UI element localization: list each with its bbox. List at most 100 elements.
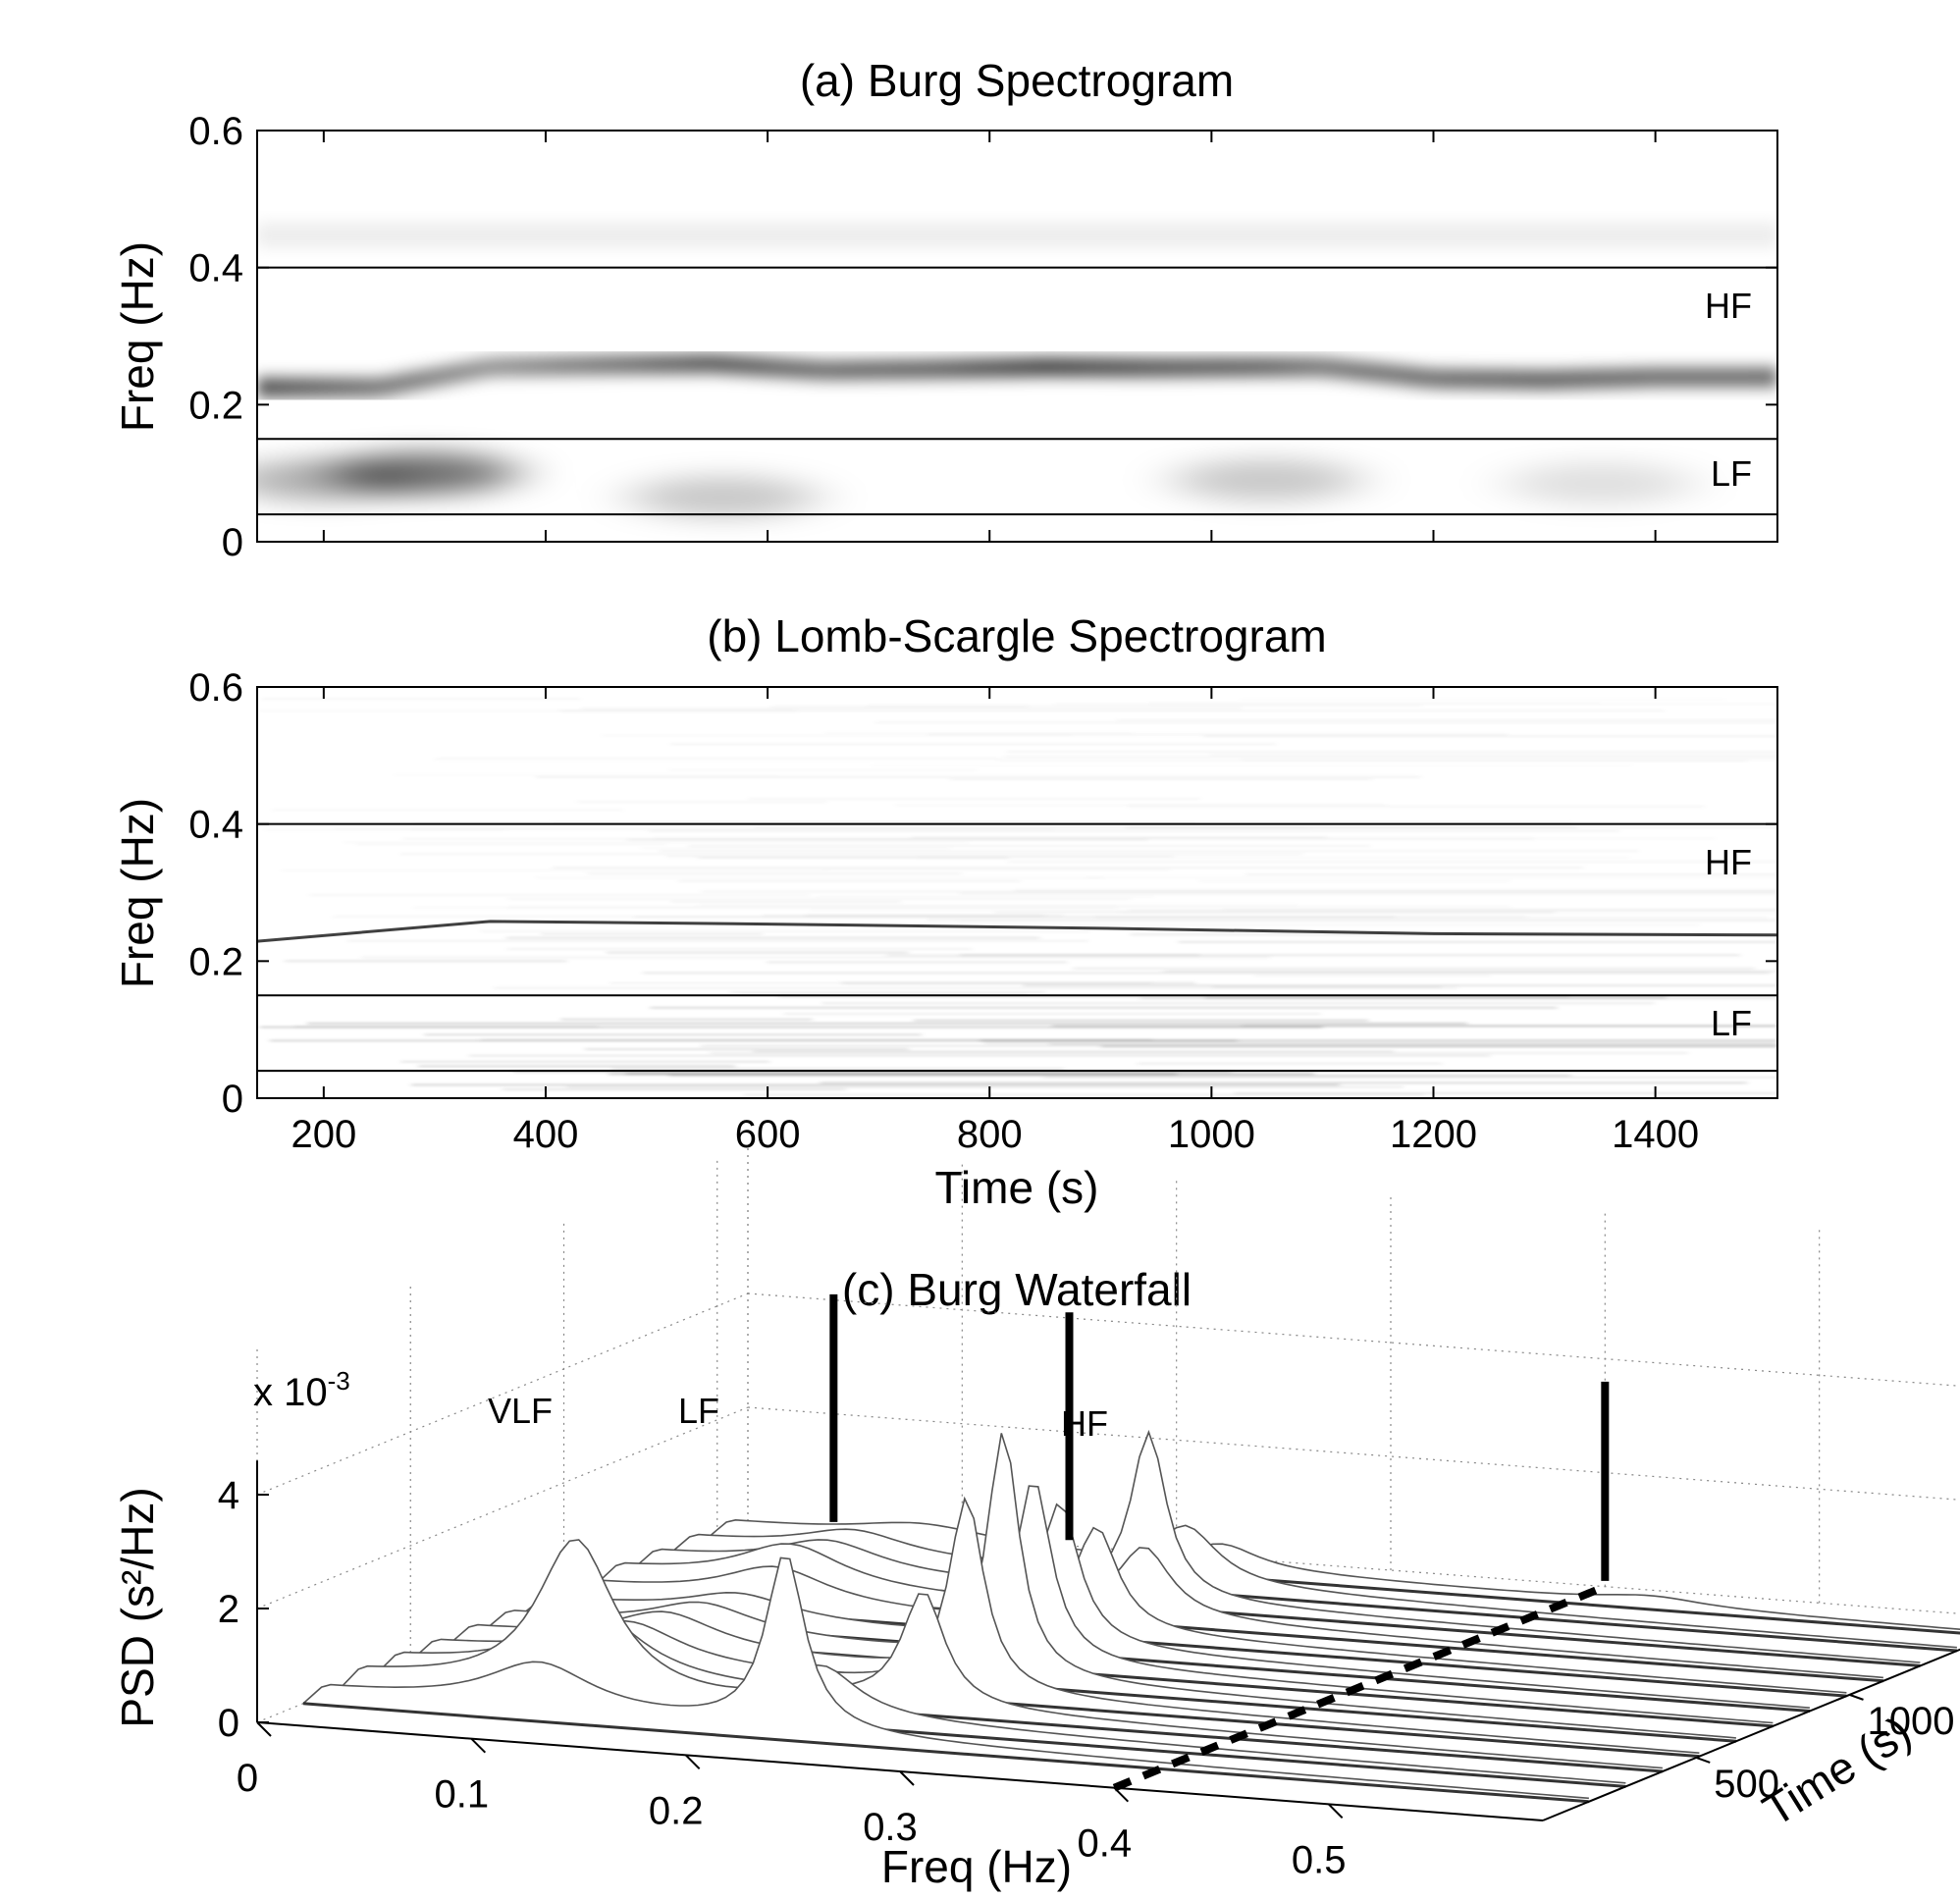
ridge-segment	[1362, 362, 1379, 382]
freq-tick-mark	[1113, 1786, 1130, 1803]
panel-a-band-lines	[257, 266, 1777, 516]
y-tick-label: 0.2	[188, 384, 243, 427]
panel-c-y-label: PSD (s²/Hz)	[112, 1487, 163, 1727]
panel-c-burg-waterfall: (c) Burg Waterfall 0 0.1 0.2 0.3 0.4 0.5 0 2 4 50…	[112, 1145, 1960, 1892]
hf-ridge	[257, 354, 1777, 396]
panel-c-axes: 00.10.20.30.40.502450010001500	[218, 1460, 1960, 1881]
y-tick-label: 0.2	[188, 940, 243, 983]
band-label-hf: HF	[1705, 842, 1752, 882]
ridge-segment	[1404, 366, 1421, 387]
panel-b-spectrogram-image	[257, 698, 1777, 1096]
panel-c-band-labels: VLF LF HF	[488, 1391, 1108, 1444]
panel-c-band-markers	[829, 1293, 1610, 1792]
ridge-segment	[739, 356, 755, 376]
ls-hf-ridge	[257, 920, 1777, 943]
time-tick-mark	[1695, 1756, 1711, 1764]
waterfall-spectrum-line	[670, 1524, 1957, 1649]
waterfall-spectrum-line	[412, 1496, 1700, 1754]
waterfall-spectrum-line	[486, 1485, 1774, 1724]
ridge-segment	[404, 371, 423, 392]
faint-band-strip	[257, 223, 1777, 247]
panel-a-axes-box	[256, 130, 1778, 543]
back-wall-grid-line	[747, 1292, 1960, 1387]
y-tick-label: 0.6	[188, 666, 243, 710]
panel-c-x-label: Freq (Hz)	[881, 1841, 1072, 1892]
freq-tick-label: 0.5	[1292, 1838, 1347, 1881]
waterfall-spectrum-line	[302, 1556, 1589, 1800]
lf-blob	[629, 475, 817, 519]
ridge-segment	[780, 358, 796, 378]
ridge-segment	[725, 355, 741, 375]
ridge-segment	[460, 360, 478, 382]
psd-tick-label: 0	[218, 1702, 239, 1745]
x-tick-label: 1000	[1168, 1113, 1255, 1156]
freq-tick-mark	[1327, 1803, 1344, 1820]
freq-tick-mark	[899, 1770, 915, 1786]
y-tick-label: 0.6	[188, 110, 243, 153]
time-tick-label: 500	[1714, 1763, 1779, 1806]
band-label-lf: LF	[1711, 1003, 1752, 1043]
panel-b-band-labels: HF LF	[1705, 842, 1752, 1043]
freq-tick-label: 0.3	[863, 1806, 918, 1849]
y-tick-label: 0	[222, 1078, 243, 1121]
ridge-segment	[1418, 368, 1435, 388]
time-tick-mark	[1849, 1693, 1864, 1701]
psd-tick-label: 4	[218, 1474, 239, 1517]
panel-a-title: (a) Burg Spectrogram	[800, 55, 1234, 106]
freq-tick-label: 0.2	[649, 1789, 704, 1832]
panel-b-band-lines	[257, 822, 1777, 1073]
freq-tick-label: 0.4	[1078, 1822, 1133, 1866]
waterfall-band-label-lf: LF	[678, 1391, 719, 1431]
panel-b-y-label: Freq (Hz)	[112, 798, 163, 988]
panel-b-x-ticks: 200 400 600 800 1000 1200 1400	[291, 687, 1699, 1156]
panel-b-title: (b) Lomb-Scargle Spectrogram	[707, 610, 1326, 661]
panel-c-title: (c) Burg Waterfall	[842, 1264, 1192, 1315]
ridge-segment	[753, 357, 768, 376]
freq-tick-label: 0	[237, 1757, 258, 1800]
panel-b-x-label: Time (s)	[935, 1162, 1099, 1213]
ridge-segment	[767, 357, 782, 377]
psd-tick-label: 2	[218, 1588, 239, 1631]
waterfall-spectrum-line	[559, 1526, 1847, 1694]
freq-tick-mark	[470, 1737, 487, 1754]
waterfall-fill	[560, 1527, 1847, 1697]
ridge-segment	[794, 359, 811, 379]
panel-a-band-labels: HF LF	[1705, 286, 1752, 494]
panel-a-y-ticks: 0 0.2 0.4 0.6	[188, 110, 1777, 564]
y-tick-label: 0.4	[188, 804, 243, 847]
back-wall-grid-line	[747, 1406, 1960, 1501]
ridge-segment	[377, 376, 396, 396]
panel-c-exponent-label: x 10-3	[253, 1366, 350, 1414]
hf-floor-marker	[1112, 1582, 1607, 1792]
band-label-hf: HF	[1705, 286, 1752, 326]
band-label-lf: LF	[1711, 453, 1752, 494]
ridge-segment	[1391, 365, 1407, 385]
waterfall-fill	[413, 1499, 1700, 1757]
ridge-segment	[433, 365, 450, 387]
time-axis-line	[1542, 1648, 1960, 1821]
x-tick-label: 200	[291, 1113, 356, 1156]
ridge-segment	[474, 358, 493, 379]
panel-b-y-ticks: 0 0.2 0.4 0.6	[188, 666, 1777, 1121]
waterfall-fill	[302, 1557, 1589, 1802]
waterfall-fill	[670, 1525, 1957, 1651]
freq-tick-mark	[684, 1754, 701, 1770]
x-tick-label: 400	[513, 1113, 579, 1156]
time-tick-label: 1000	[1868, 1700, 1955, 1743]
faint-hf-band	[257, 223, 1777, 247]
ridge-segment	[1335, 359, 1351, 379]
panel-a-burg-spectrogram: (a) Burg Spectrogram 0 0.2 0.4 0.6 HF LF Fre…	[112, 55, 1778, 564]
x-tick-label: 1200	[1390, 1113, 1477, 1156]
waterfall-band-label-vlf: VLF	[488, 1391, 553, 1431]
lf-blob	[1507, 461, 1694, 505]
waterfall-spectrum-line	[339, 1539, 1626, 1784]
ridge-segment	[391, 373, 409, 395]
x-tick-label: 1400	[1612, 1113, 1699, 1156]
x-tick-label: 800	[957, 1113, 1023, 1156]
panel-a-y-label: Freq (Hz)	[112, 241, 163, 432]
panel-a-x-ticks	[322, 131, 1657, 542]
x-tick-label: 600	[735, 1113, 801, 1156]
panel-b-plot-area	[257, 698, 1777, 1096]
panel-b-axes-box	[256, 686, 1778, 1099]
